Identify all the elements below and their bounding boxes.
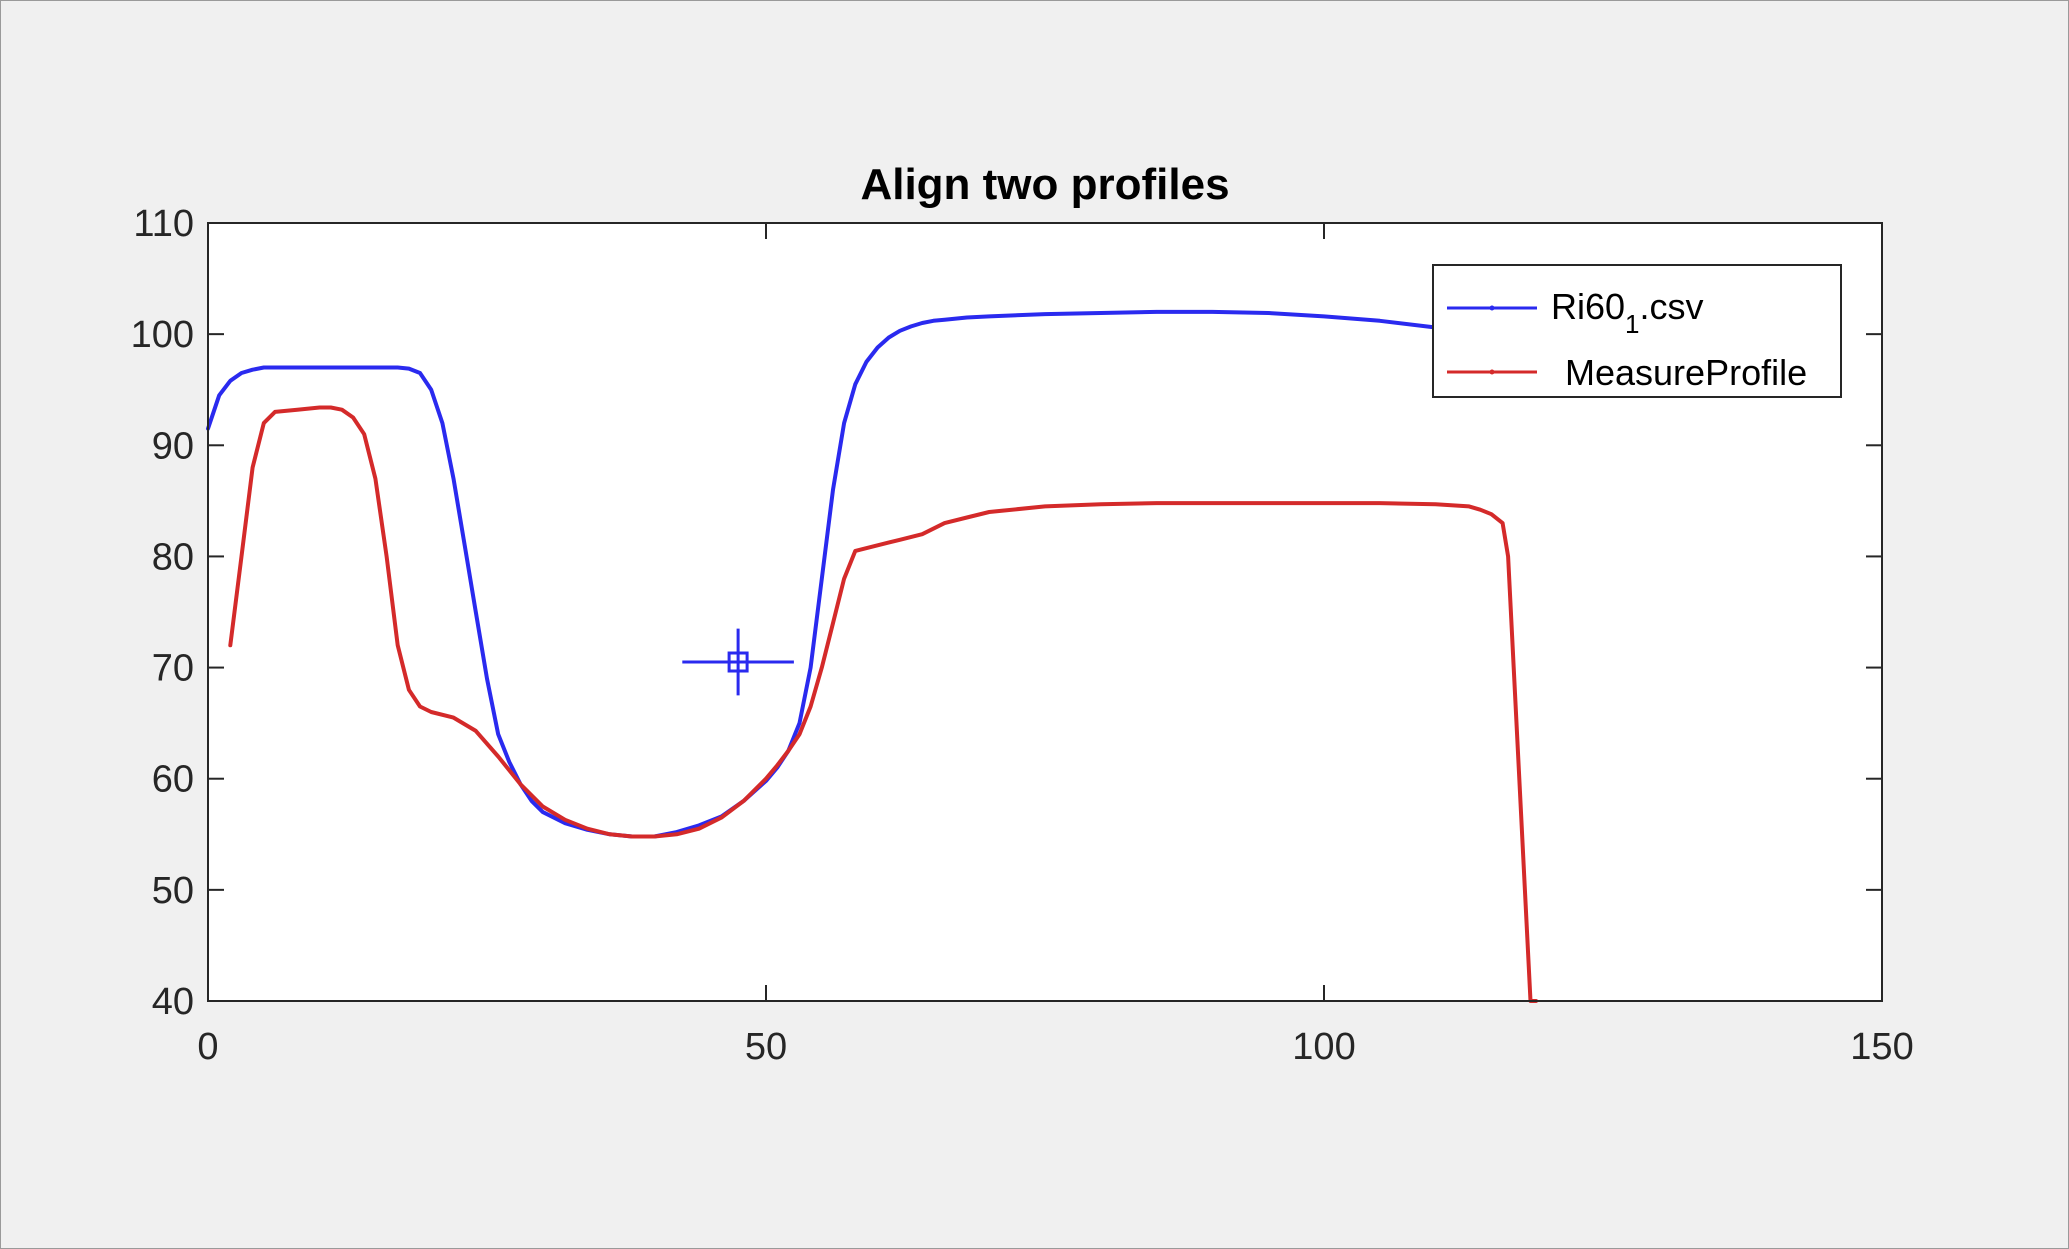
y-tick-label: 80 <box>152 536 194 578</box>
crosshair-marker <box>682 628 794 696</box>
x-tick-label: 50 <box>745 1026 787 1068</box>
series-layer <box>206 309 1538 1003</box>
series-line-ri60 <box>206 309 1472 839</box>
legend: Ri601.csv MeasureProfile <box>1432 264 1842 398</box>
series-line-measureprofile <box>228 405 1538 1003</box>
crosshair-square <box>727 651 749 673</box>
profile-chart: Align two profiles 0 50 100 150 40 50 60 70 80 90… <box>131 160 1914 1068</box>
x-tick-label: 100 <box>1292 1026 1355 1068</box>
legend-label-ri60: Ri601.csv <box>1551 286 1704 339</box>
annotation-layer <box>682 628 794 696</box>
legend-marker-measureprofile <box>1489 369 1495 375</box>
legend-label-ri60-suffix: .csv <box>1640 286 1704 327</box>
y-tick-label: 90 <box>152 425 194 467</box>
y-tick-label: 40 <box>152 981 194 1023</box>
legend-box <box>1432 264 1842 398</box>
y-tick-label: 70 <box>152 648 194 690</box>
x-tick-label: 150 <box>1850 1026 1913 1068</box>
y-tick-label: 60 <box>152 759 194 801</box>
legend-label-ri60-base: Ri60 <box>1551 286 1625 327</box>
y-tick-label: 110 <box>133 203 194 245</box>
legend-label-ri60-subscript: 1 <box>1625 309 1639 339</box>
x-tick-label: 0 <box>197 1026 218 1068</box>
chart-title: Align two profiles <box>860 160 1229 209</box>
figure-area: Align two profiles 0 50 100 150 40 50 60 70 80 90… <box>15 19 2055 1239</box>
y-tick-label: 100 <box>131 314 194 356</box>
legend-label-measureprofile: MeasureProfile <box>1565 352 1807 393</box>
y-tick-label: 50 <box>152 870 194 912</box>
legend-marker-ri60 <box>1489 305 1495 311</box>
axes-box <box>207 222 1883 1002</box>
